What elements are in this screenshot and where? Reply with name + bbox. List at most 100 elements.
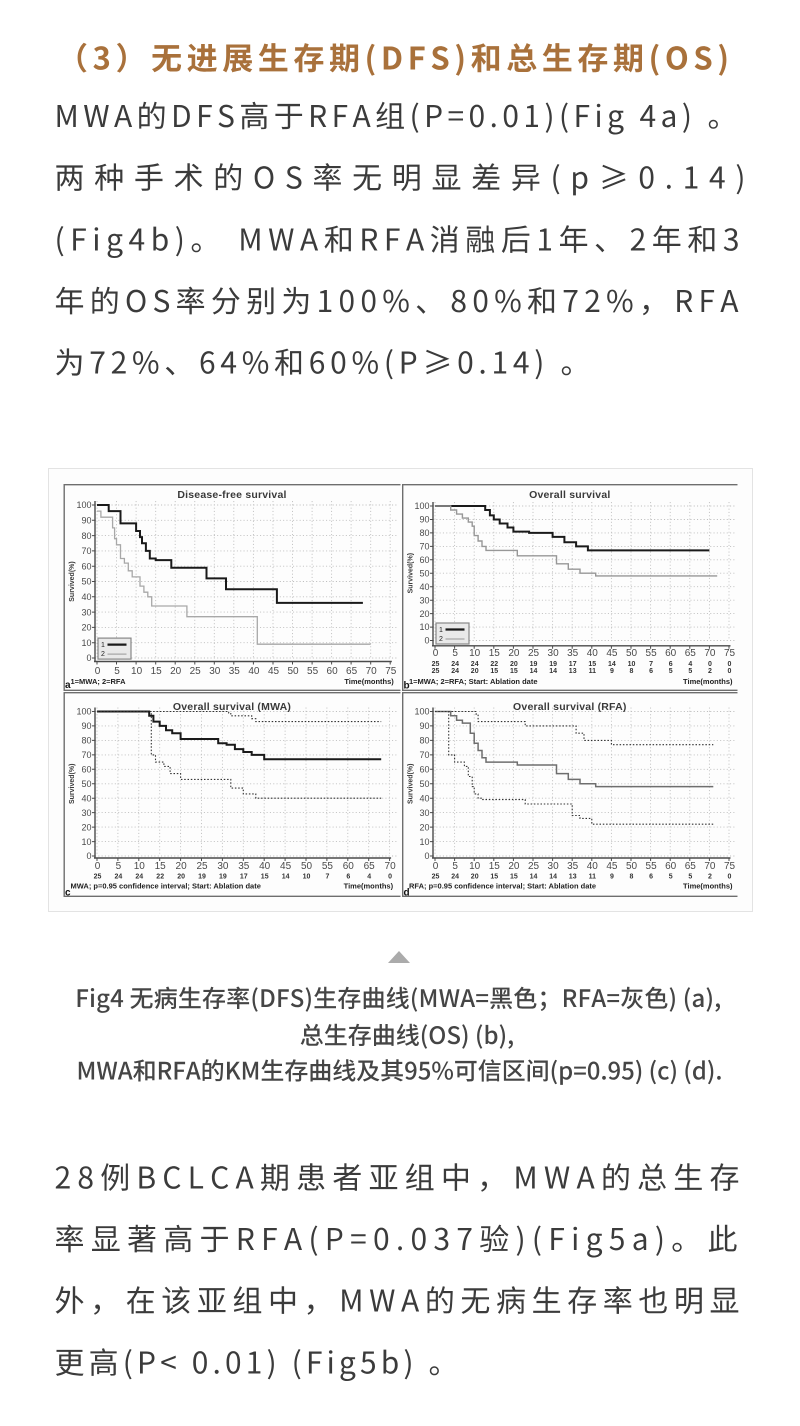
svg-text:2: 2 [708,668,712,675]
svg-text:60: 60 [327,666,339,677]
svg-text:80: 80 [81,531,91,541]
svg-text:13: 13 [569,874,577,881]
svg-text:17: 17 [569,661,577,668]
svg-text:6: 6 [649,874,653,881]
svg-text:70: 70 [704,861,716,872]
svg-text:Survived(%): Survived(%) [69,561,76,601]
svg-text:0: 0 [433,648,439,659]
svg-text:70: 70 [419,750,429,760]
svg-text:15: 15 [510,668,518,675]
svg-text:4: 4 [367,874,371,881]
svg-text:a: a [65,680,71,691]
svg-text:70: 70 [81,750,91,760]
svg-text:35: 35 [229,666,241,677]
svg-text:30: 30 [419,595,429,605]
svg-text:Time(months): Time(months) [344,677,394,686]
svg-text:75: 75 [724,861,736,872]
svg-text:24: 24 [451,874,459,881]
svg-text:35: 35 [567,648,579,659]
svg-text:5: 5 [114,666,120,677]
svg-text:Survived(%): Survived(%) [408,553,415,593]
svg-text:Time(months): Time(months) [683,882,733,891]
svg-text:65: 65 [685,648,697,659]
svg-text:14: 14 [530,874,538,881]
svg-text:25: 25 [528,861,540,872]
svg-text:50: 50 [419,569,429,579]
svg-text:15: 15 [588,661,596,668]
svg-text:13: 13 [569,668,577,675]
svg-text:40: 40 [81,793,91,803]
svg-text:45: 45 [606,861,618,872]
svg-text:17: 17 [240,874,248,881]
svg-text:45: 45 [606,648,618,659]
svg-text:14: 14 [530,668,538,675]
svg-text:70: 70 [419,542,429,552]
svg-text:d: d [404,888,410,899]
svg-text:1=MWA; 2=RFA; Start: Ablation: 1=MWA; 2=RFA; Start: Ablation date [409,677,538,686]
svg-text:75: 75 [385,666,397,677]
svg-text:55: 55 [646,861,658,872]
svg-text:25: 25 [432,874,440,881]
svg-text:0: 0 [433,861,439,872]
svg-text:10: 10 [419,837,429,847]
svg-text:50: 50 [81,577,91,587]
svg-text:Disease-free survival: Disease-free survival [177,489,286,501]
svg-text:5: 5 [669,668,673,675]
svg-text:24: 24 [451,668,459,675]
svg-text:4: 4 [688,661,692,668]
svg-text:0: 0 [728,874,732,881]
svg-text:14: 14 [549,874,557,881]
svg-text:15: 15 [490,668,498,675]
svg-text:15: 15 [510,874,518,881]
svg-text:2: 2 [101,651,105,658]
svg-text:75: 75 [724,648,736,659]
svg-text:19: 19 [530,661,538,668]
svg-text:Survived(%): Survived(%) [408,764,415,804]
svg-text:70: 70 [704,648,716,659]
svg-text:25: 25 [528,648,540,659]
svg-text:6: 6 [669,661,673,668]
svg-text:0: 0 [95,861,101,872]
svg-text:30: 30 [548,648,560,659]
svg-text:24: 24 [135,874,143,881]
svg-text:25: 25 [94,874,102,881]
svg-text:90: 90 [419,515,429,525]
svg-text:1: 1 [439,627,443,634]
svg-text:Overall survival (RFA): Overall survival (RFA) [513,701,627,713]
svg-text:35: 35 [567,861,579,872]
svg-text:5: 5 [669,874,673,881]
svg-text:6: 6 [649,668,653,675]
svg-text:40: 40 [419,582,429,592]
svg-text:Time(months): Time(months) [683,677,733,686]
svg-text:55: 55 [322,861,334,872]
svg-text:50: 50 [287,666,299,677]
svg-text:Overall survival: Overall survival [529,489,610,501]
svg-text:10: 10 [419,622,429,632]
svg-text:15: 15 [489,648,501,659]
svg-text:0: 0 [95,666,101,677]
svg-text:Overall survival (MWA): Overall survival (MWA) [173,701,291,713]
svg-text:20: 20 [176,861,188,872]
svg-text:8: 8 [630,668,634,675]
svg-text:65: 65 [685,861,697,872]
svg-text:11: 11 [589,874,597,881]
svg-text:70: 70 [81,546,91,556]
svg-text:25: 25 [190,666,202,677]
svg-text:10: 10 [81,837,91,847]
svg-text:RFA; p=0.95 confidence interva: RFA; p=0.95 confidence interval; Start: … [409,882,596,891]
svg-text:20: 20 [81,822,91,832]
svg-text:9: 9 [610,668,614,675]
svg-text:0: 0 [86,851,91,861]
svg-text:60: 60 [665,648,677,659]
svg-text:MWA; p=0.95 confidence interva: MWA; p=0.95 confidence interval; Start: … [71,882,261,891]
svg-text:45: 45 [268,666,280,677]
svg-text:10: 10 [469,861,481,872]
svg-text:15: 15 [490,874,498,881]
svg-text:15: 15 [155,861,167,872]
svg-text:14: 14 [608,661,616,668]
svg-text:5: 5 [688,874,692,881]
svg-text:5: 5 [116,861,122,872]
svg-text:10: 10 [131,666,143,677]
svg-text:80: 80 [81,736,91,746]
svg-text:100: 100 [414,501,429,511]
